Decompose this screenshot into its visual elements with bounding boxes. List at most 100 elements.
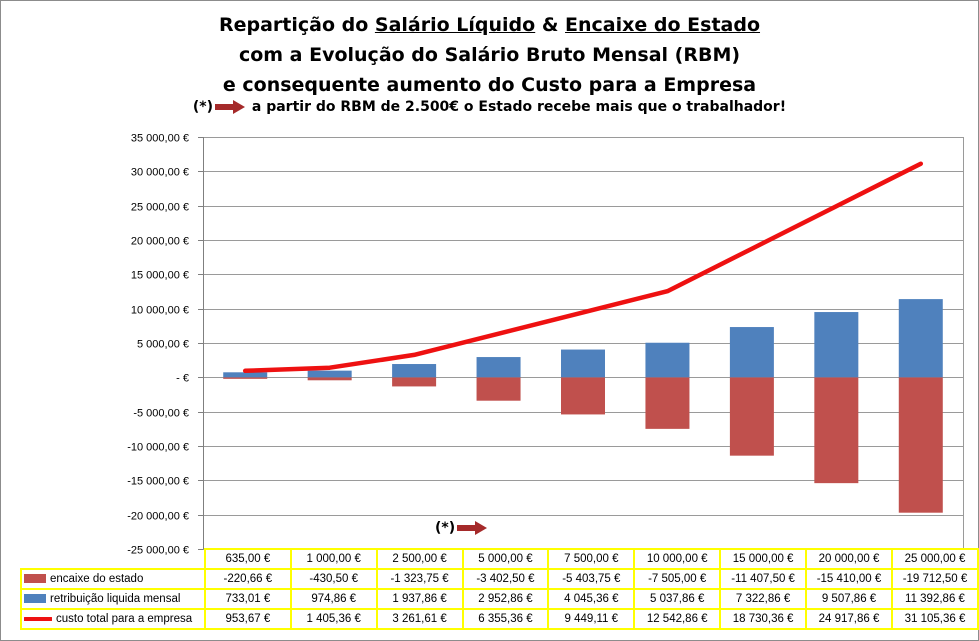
table-cell: 24 917,86 € <box>805 608 893 630</box>
table-cell: 2 952,86 € <box>461 588 550 610</box>
title-line-1: Repartição do Salário Líquido & Encaixe … <box>0 10 979 40</box>
table-cell: 733,01 € <box>203 588 292 610</box>
y-tick-label: -10 000,00 € <box>127 442 189 454</box>
table-cell: -3 402,50 € <box>461 568 550 590</box>
y-axis: 35 000,00 € 30 000,00 € 25 000,00 € 20 000,… <box>127 133 964 557</box>
table-cell: -11 407,50 € <box>719 568 808 590</box>
table-cell: 18 730,36 € <box>719 608 808 630</box>
y-tick-label: 5 000,00 € <box>137 339 189 351</box>
y-tick-label: 20 000,00 € <box>131 236 189 248</box>
y-tick-label: -20 000,00 € <box>127 511 189 523</box>
bar-retribuicao <box>561 349 605 378</box>
table-row-encaixe: encaixe do estado -220,66 € -430,50 € -1… <box>20 568 979 590</box>
y-tick-label: -15 000,00 € <box>127 476 189 488</box>
table-row-retribuicao: retribuição liquida mensal 733,01 € 974,… <box>20 588 979 610</box>
table-cell: 7 322,86 € <box>719 588 808 610</box>
y-tick-label: - € <box>176 373 189 385</box>
category-cell: 635,00 € <box>203 548 292 570</box>
bar-retribuicao <box>729 327 774 378</box>
bar-encaixe <box>476 377 521 401</box>
table-cell: -220,66 € <box>203 568 292 590</box>
y-tick-label: 35 000,00 € <box>131 133 189 145</box>
legend-retribuicao: retribuição liquida mensal <box>20 588 206 610</box>
title-line-3: e consequente aumento do Custo para a Em… <box>222 74 757 96</box>
table-cell: 1 937,86 € <box>375 588 464 610</box>
bar-encaixe <box>307 377 352 381</box>
table-cell: -19 712,50 € <box>890 568 979 590</box>
note-marker: (*) <box>192 99 214 115</box>
category-cell: 2 500,00 € <box>375 548 464 570</box>
bars <box>223 299 943 513</box>
y-tick-label: 10 000,00 € <box>131 305 189 317</box>
table-cell: 4 045,36 € <box>547 588 636 610</box>
annotation-marker-text: (*) <box>435 520 456 536</box>
chart-note: (*) a partir do RBM de 2.500€ o Estado r… <box>0 99 979 115</box>
table-header-row: 635,00 € 1 000,00 € 2 500,00 € 5 000,00 … <box>21 548 979 570</box>
bar-retribuicao <box>898 299 943 378</box>
title-line-2: com a Evolução do Salário Bruto Mensal (… <box>238 44 741 66</box>
bar-encaixe <box>814 377 859 484</box>
bar-retribuicao <box>223 372 268 378</box>
table-cell: -5 403,75 € <box>547 568 636 590</box>
title-salario-liquido: Salário Líquido <box>374 14 536 36</box>
y-tick-label: 15 000,00 € <box>131 270 189 282</box>
table-cell: -1 323,75 € <box>375 568 464 590</box>
table-cell: 3 261,61 € <box>375 608 464 630</box>
bar-encaixe <box>645 377 690 429</box>
category-cell: 15 000,00 € <box>719 548 808 570</box>
right-arrow-icon <box>215 100 246 114</box>
bar-encaixe <box>729 377 774 456</box>
y-tick-label: -5 000,00 € <box>133 408 189 420</box>
line-custo <box>242 161 924 374</box>
y-tick-label: -25 000,00 € <box>127 545 189 557</box>
legend-key-blue-square <box>24 593 46 603</box>
data-table: 635,00 € 1 000,00 € 2 500,00 € 5 000,00 … <box>20 548 979 630</box>
category-cell: 10 000,00 € <box>633 548 722 570</box>
category-cell: 25 000,00 € <box>890 548 979 570</box>
bar-retribuicao <box>645 342 690 378</box>
bar-retribuicao <box>814 312 859 378</box>
table-cell: 1 405,36 € <box>289 608 378 630</box>
right-arrow-icon <box>457 521 488 535</box>
table-cell: 9 449,11 € <box>547 608 636 630</box>
table-cell: 31 105,36 € <box>890 608 979 630</box>
title-ampersand: & <box>535 14 566 36</box>
table-cell: 5 037,86 € <box>633 588 722 610</box>
table-cell: 12 542,86 € <box>633 608 722 630</box>
bar-encaixe <box>898 377 943 513</box>
y-tick-label: 25 000,00 € <box>131 202 189 214</box>
legend-custo: custo total para a empresa <box>20 608 206 630</box>
title-encaixe-estado: Encaixe do Estado <box>565 14 761 36</box>
category-cell: 5 000,00 € <box>461 548 550 570</box>
bar-retribuicao <box>476 357 521 378</box>
bar-retribuicao <box>392 364 437 378</box>
category-cell: 7 500,00 € <box>547 548 636 570</box>
legend-key-red-square <box>24 573 46 583</box>
table-cell: 11 392,86 € <box>890 588 979 610</box>
bar-encaixe <box>561 377 605 415</box>
bar-encaixe <box>223 377 268 379</box>
legend-encaixe: encaixe do estado <box>20 568 206 590</box>
table-cell: 6 355,36 € <box>461 608 550 630</box>
table-cell: 9 507,86 € <box>805 588 893 610</box>
annotation-marker: (*) <box>435 520 489 536</box>
table-cell: 974,86 € <box>289 588 378 610</box>
title-part-a: Repartição do <box>218 14 375 36</box>
legend-label: encaixe do estado <box>50 573 144 585</box>
table-cell: -7 505,00 € <box>633 568 722 590</box>
bar-retribuicao <box>307 370 352 378</box>
category-cell: 1 000,00 € <box>289 548 378 570</box>
table-cell: -15 410,00 € <box>805 568 893 590</box>
table-row-custo: custo total para a empresa 953,67 € 1 40… <box>20 608 979 630</box>
table-cell: 953,67 € <box>203 608 292 630</box>
table-corner <box>21 549 205 569</box>
bar-encaixe <box>392 377 437 387</box>
category-cell: 20 000,00 € <box>805 548 893 570</box>
legend-key-red-line <box>24 616 52 621</box>
legend-label: custo total para a empresa <box>56 613 193 625</box>
table-cell: -430,50 € <box>289 568 378 590</box>
cost-line <box>242 161 924 374</box>
chart-title: Repartição do Salário Líquido & Encaixe … <box>0 10 979 100</box>
note-text: a partir do RBM de 2.500€ o Estado receb… <box>247 99 787 115</box>
